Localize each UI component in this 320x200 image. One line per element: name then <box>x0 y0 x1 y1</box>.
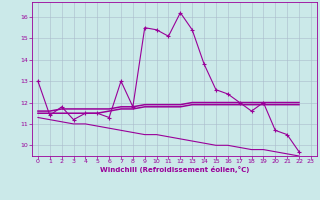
X-axis label: Windchill (Refroidissement éolien,°C): Windchill (Refroidissement éolien,°C) <box>100 166 249 173</box>
